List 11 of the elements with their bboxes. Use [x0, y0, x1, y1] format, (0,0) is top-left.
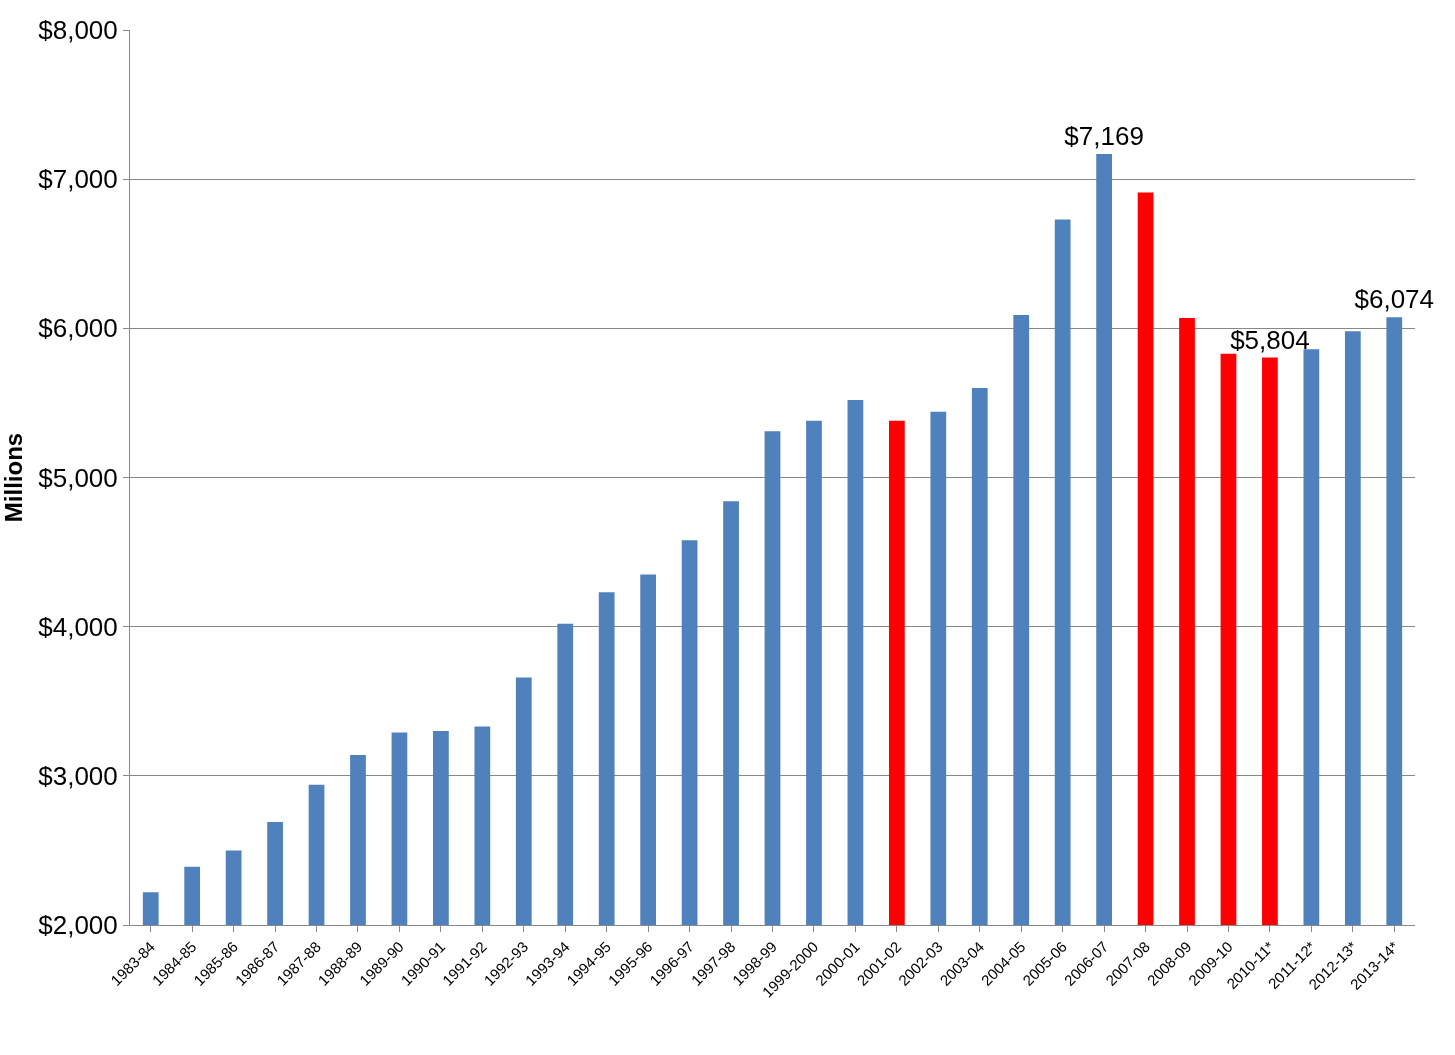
y-tick-label: $7,000: [38, 164, 118, 195]
y-axis-title: Millions: [0, 432, 27, 523]
y-tick-label: $5,000: [38, 462, 118, 493]
data-label: $5,804: [1230, 324, 1310, 355]
data-label: $6,074: [1354, 284, 1435, 315]
y-tick-label: $6,000: [38, 313, 118, 344]
y-tick-label: $8,000: [38, 15, 118, 46]
y-tick-label: $2,000: [38, 910, 118, 941]
data-label: $7,169: [1064, 120, 1144, 151]
y-tick-label: $3,000: [38, 760, 118, 791]
y-tick-label: $4,000: [38, 611, 118, 642]
